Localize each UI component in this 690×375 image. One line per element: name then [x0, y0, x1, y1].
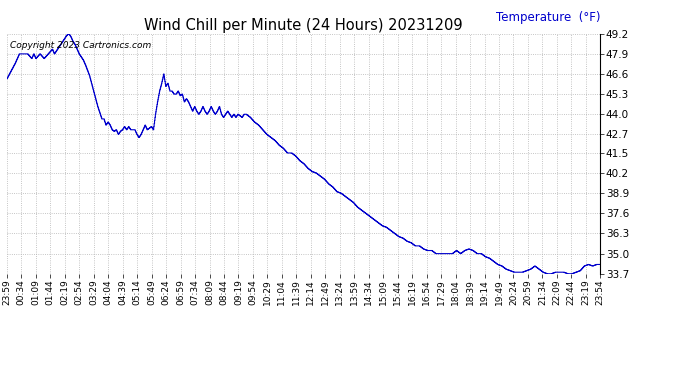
Text: Temperature  (°F): Temperature (°F) — [496, 11, 600, 24]
Title: Wind Chill per Minute (24 Hours) 20231209: Wind Chill per Minute (24 Hours) 2023120… — [144, 18, 463, 33]
Text: Copyright 2023 Cartronics.com: Copyright 2023 Cartronics.com — [10, 41, 151, 50]
